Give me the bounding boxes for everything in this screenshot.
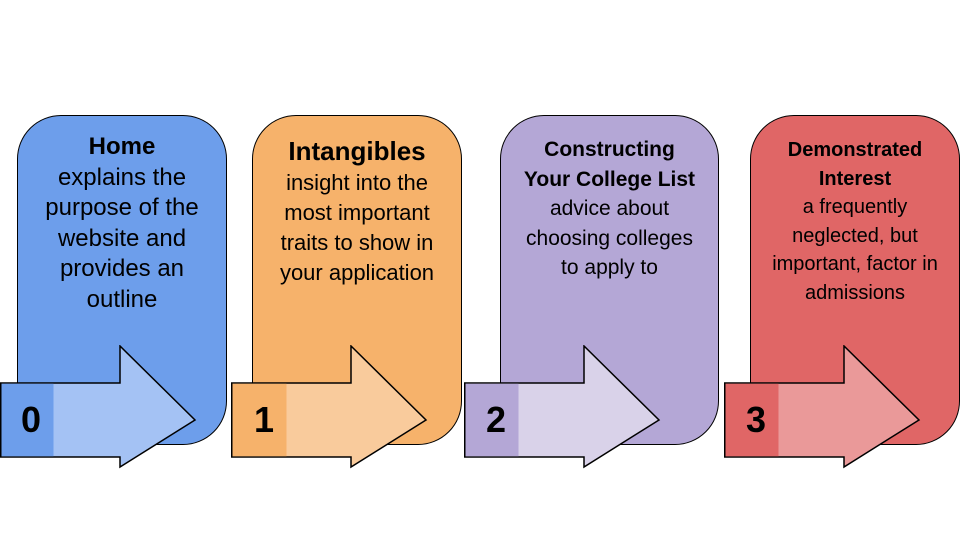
step-title: Constructing Your College List bbox=[523, 138, 696, 191]
step-title: Home bbox=[88, 133, 156, 160]
step-arrow-1: 1 bbox=[231, 345, 428, 469]
step-number: 2 bbox=[486, 399, 506, 440]
step-arrow-3: 3 bbox=[724, 345, 921, 469]
step-description: explains the purpose of the website and … bbox=[45, 163, 199, 313]
number-block bbox=[725, 383, 779, 457]
step-title: Demonstrated Interest bbox=[787, 139, 923, 190]
number-block bbox=[232, 383, 287, 457]
step-description: a frequently neglected, but important, f… bbox=[772, 196, 938, 304]
step-description: advice about choosing colleges to apply … bbox=[526, 197, 693, 279]
step-number: 1 bbox=[254, 399, 274, 440]
step-arrow-0: 0 bbox=[0, 345, 197, 469]
step-number: 3 bbox=[746, 399, 766, 440]
number-block bbox=[465, 383, 519, 457]
step-number: 0 bbox=[21, 399, 41, 440]
step-title: Intangibles bbox=[288, 136, 426, 166]
number-block bbox=[1, 383, 54, 457]
step-description: insight into the most important traits t… bbox=[279, 170, 435, 285]
step-arrow-2: 2 bbox=[464, 345, 661, 469]
